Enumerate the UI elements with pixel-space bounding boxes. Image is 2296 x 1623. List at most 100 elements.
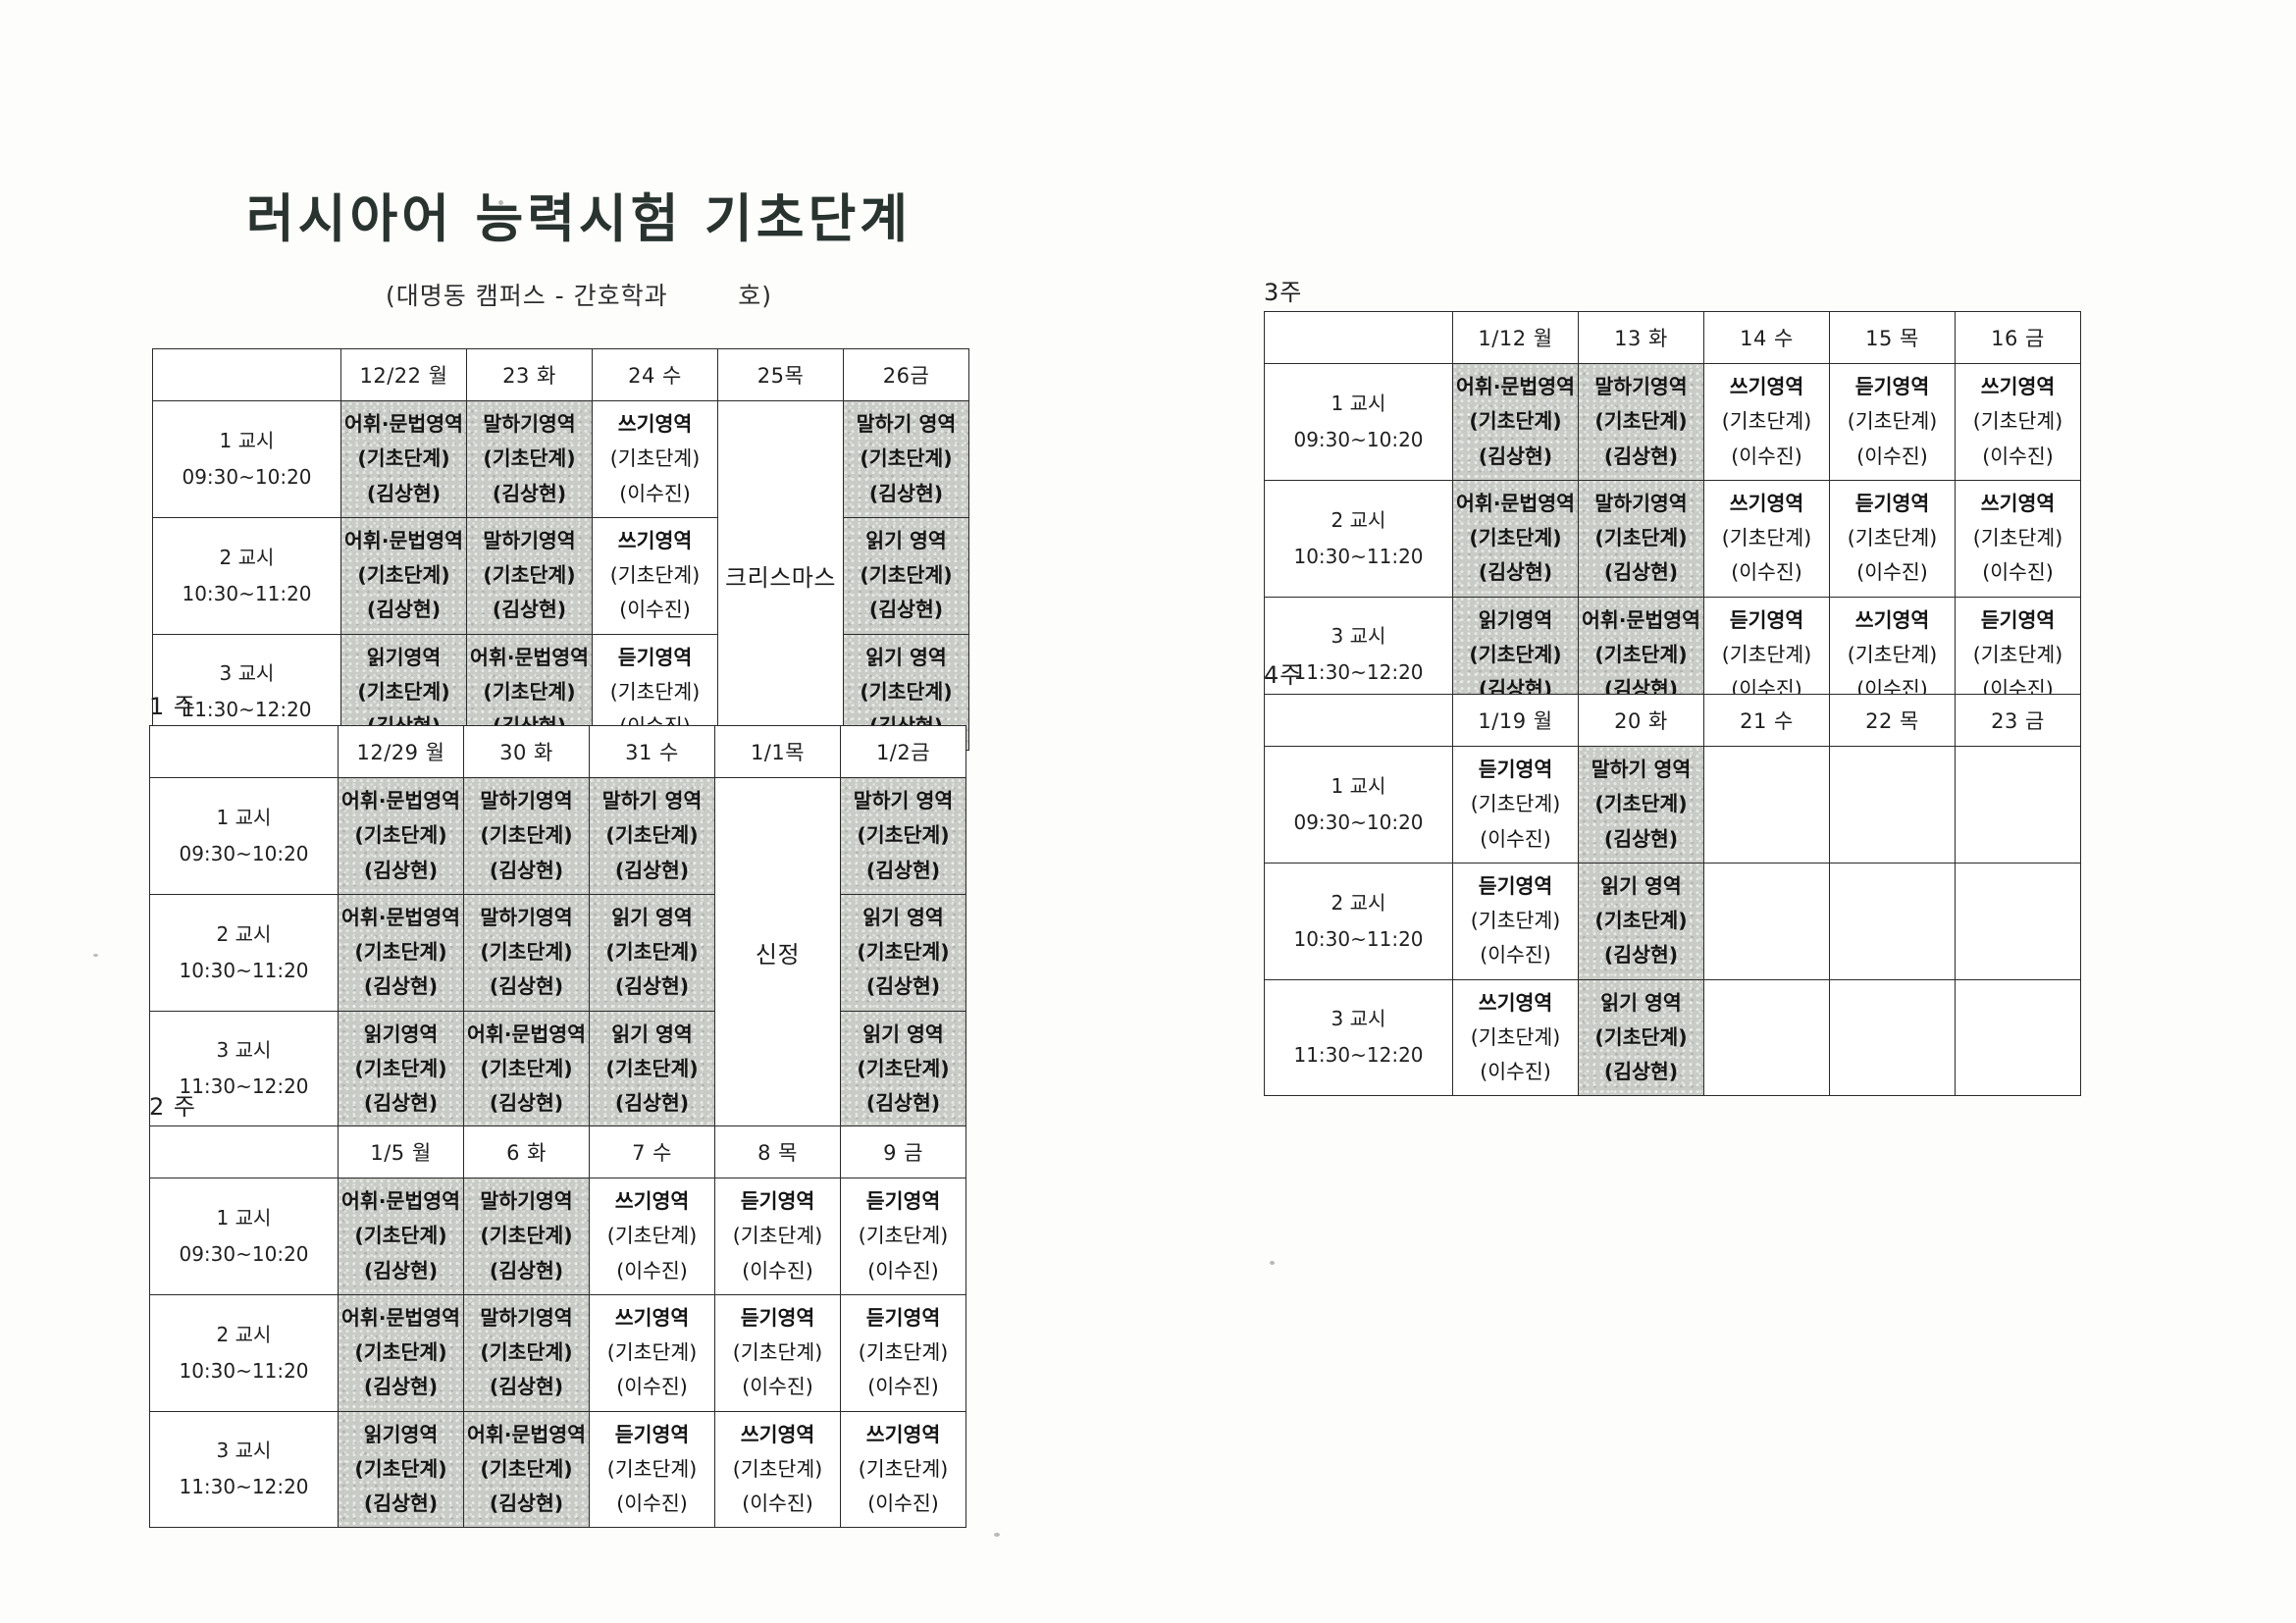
slot-level: (기초단계) [1721,642,1812,666]
day-header-cell: 1/19 월 [1452,694,1579,747]
slot-level: (기초단계) [354,823,447,848]
class-slot-cell: 듣기영역 (기초단계) (이수진) [840,1293,966,1412]
slot-subject: 읽기영역 [366,645,442,669]
slot-level: (기초단계) [1594,792,1688,816]
slot-level: (기초단계) [1469,642,1562,666]
day-header-cell: 20 화 [1578,694,1704,747]
period-cell: 2 교시 10:30~11:20 [1264,479,1453,598]
period-cell: 2 교시 10:30~11:20 [149,1293,339,1412]
slot-subject: 어휘·문법영역 [341,905,460,929]
slot-subject: 듣기영역 [617,645,693,669]
slot-teacher: (김상현) [865,1091,941,1115]
slot-subject: 말하기 영역 [1591,758,1692,781]
slot-level: (기초단계) [483,679,576,704]
slot-level: (기초단계) [1594,526,1688,550]
slot-teacher: (김상현) [363,1091,439,1115]
class-slot-cell: 말하기영역 (기초단계) (김상현) [463,1178,590,1295]
slot-subject: 듣기영역 [1854,491,1930,515]
period-cell: 2 교시 10:30~11:20 [1264,862,1453,980]
period-time: 10:30~11:20 [1293,544,1424,568]
slot-teacher: (김상현) [363,1492,439,1515]
day-header-cell: 31 수 [589,725,715,778]
slot-level: (기초단계) [480,1056,573,1080]
week-block-4: 4주 1/19 월 20 화 21 수 22 목 23 금 1 교시 09:30~10:20 듣… [1264,655,2081,1097]
period-name: 2 교시 [219,545,275,569]
slot-teacher: (이수진) [619,481,691,505]
class-slot-cell: 말하기영역 (기초단계) (김상현) [463,777,590,895]
class-slot-cell: 듣기영역 (기초단계) (이수진) [1829,479,1956,598]
period-name: 1 교시 [219,428,275,452]
slot-level: (기초단계) [609,679,701,704]
day-header-cell: 1/2금 [840,725,966,778]
slot-level: (기초단계) [857,940,950,964]
table-corner-cell [1264,694,1453,747]
slot-subject: 쓰기영역 [1980,491,2056,515]
period-time: 09:30~10:20 [179,1241,309,1266]
day-header-cell: 24 수 [592,348,718,401]
period-time: 09:30~10:20 [179,841,309,865]
slot-subject: 듣기영역 [1478,758,1553,781]
class-slot-cell: 듣기영역 (기초단계) (이수진) [1452,862,1579,980]
class-slot-cell: 쓰기영역 (기초단계) (이수진) [1452,978,1579,1097]
table-row: 2 교시 10:30~11:20 어휘·문법영역 (기초단계) (김상현) 말하기영역 (기… [149,1293,966,1412]
slot-subject: 말하기영역 [483,412,576,436]
slot-level: (기초단계) [1972,526,2063,550]
slot-level: (기초단계) [1594,409,1688,434]
slot-subject: 쓰기영역 [865,1422,941,1446]
day-header-cell: 23 금 [1955,694,2081,747]
slot-subject: 듣기영역 [1980,607,2056,632]
class-slot-cell: 읽기 영역 (기초단계) (김상현) [589,893,715,1012]
slot-teacher: (김상현) [363,1375,439,1399]
slot-teacher: (이수진) [1982,560,2054,585]
period-cell: 1 교시 09:30~10:20 [1264,746,1453,864]
slot-teacher: (김상현) [868,598,944,622]
class-slot-cell: 쓰기영역 (기초단계) (이수진) [1955,479,2081,598]
class-slot-cell: 읽기 영역 (기초단계) (김상현) [840,893,966,1012]
period-time: 10:30~11:20 [179,958,309,982]
holiday-cell: 크리스마스 [717,399,844,752]
slot-subject: 읽기 영역 [1600,873,1682,898]
class-slot-cell: 읽기 영역 (기초단계) (김상현) [1578,862,1704,980]
slot-teacher: (김상현) [868,481,944,505]
slot-teacher: (김상현) [1478,444,1553,468]
empty-slot-cell [1955,862,2081,980]
slot-subject: 듣기영역 [1729,607,1804,632]
slot-subject: 말하기영역 [480,1189,573,1213]
period-time: 09:30~10:20 [1293,810,1424,834]
slot-teacher: (김상현) [489,858,564,882]
scan-speckle [1270,1261,1275,1265]
week-label: 3주 [1264,279,1303,306]
slot-subject: 쓰기영역 [1729,491,1804,515]
slot-teacher: (김상현) [614,974,690,999]
day-header-cell: 26금 [843,348,969,401]
scan-speckle [994,1533,1000,1537]
class-slot-cell: 읽기 영역 (기초단계) (김상현) [843,516,969,635]
slot-subject: 말하기영역 [483,528,576,552]
slot-subject: 쓰기영역 [1980,375,2056,398]
slot-teacher: (김상현) [363,1258,439,1283]
empty-slot-cell [1955,746,2081,864]
slot-subject: 어휘·문법영역 [467,1021,586,1046]
slot-level: (기초단계) [609,446,701,471]
slot-level: (기초단계) [1972,642,2063,666]
slot-level: (기초단계) [609,563,701,587]
class-slot-cell: 어휘·문법영역 (기초단계) (김상현) [338,777,464,895]
slot-subject: 읽기 영역 [862,905,944,929]
slot-subject: 읽기 영역 [1600,990,1682,1015]
class-slot-cell: 어휘·문법영역 (기초단계) (김상현) [463,1410,590,1529]
period-time: 11:30~12:20 [179,1074,309,1099]
slot-level: (기초단계) [858,1224,949,1248]
slot-subject: 읽기 영역 [865,528,947,552]
slot-teacher: (이수진) [619,598,691,622]
period-name: 3 교시 [1331,1007,1386,1031]
period-time: 11:30~12:20 [1293,1043,1424,1068]
period-cell: 3 교시 11:30~12:20 [1264,978,1453,1097]
slot-level: (기초단계) [858,1456,949,1481]
slot-teacher: (김상현) [492,598,567,622]
class-slot-cell: 읽기 영역 (기초단계) (김상현) [1578,978,1704,1097]
period-cell: 3 교시 11:30~12:20 [149,1010,339,1128]
slot-subject: 읽기 영역 [611,1021,693,1046]
slot-teacher: (김상현) [865,858,941,882]
slot-level: (기초단계) [1721,409,1812,434]
table-row: 3 교시 11:30~12:20 읽기영역 (기초단계) (김상현) 어휘·문법영역 (기초… [149,1010,966,1128]
